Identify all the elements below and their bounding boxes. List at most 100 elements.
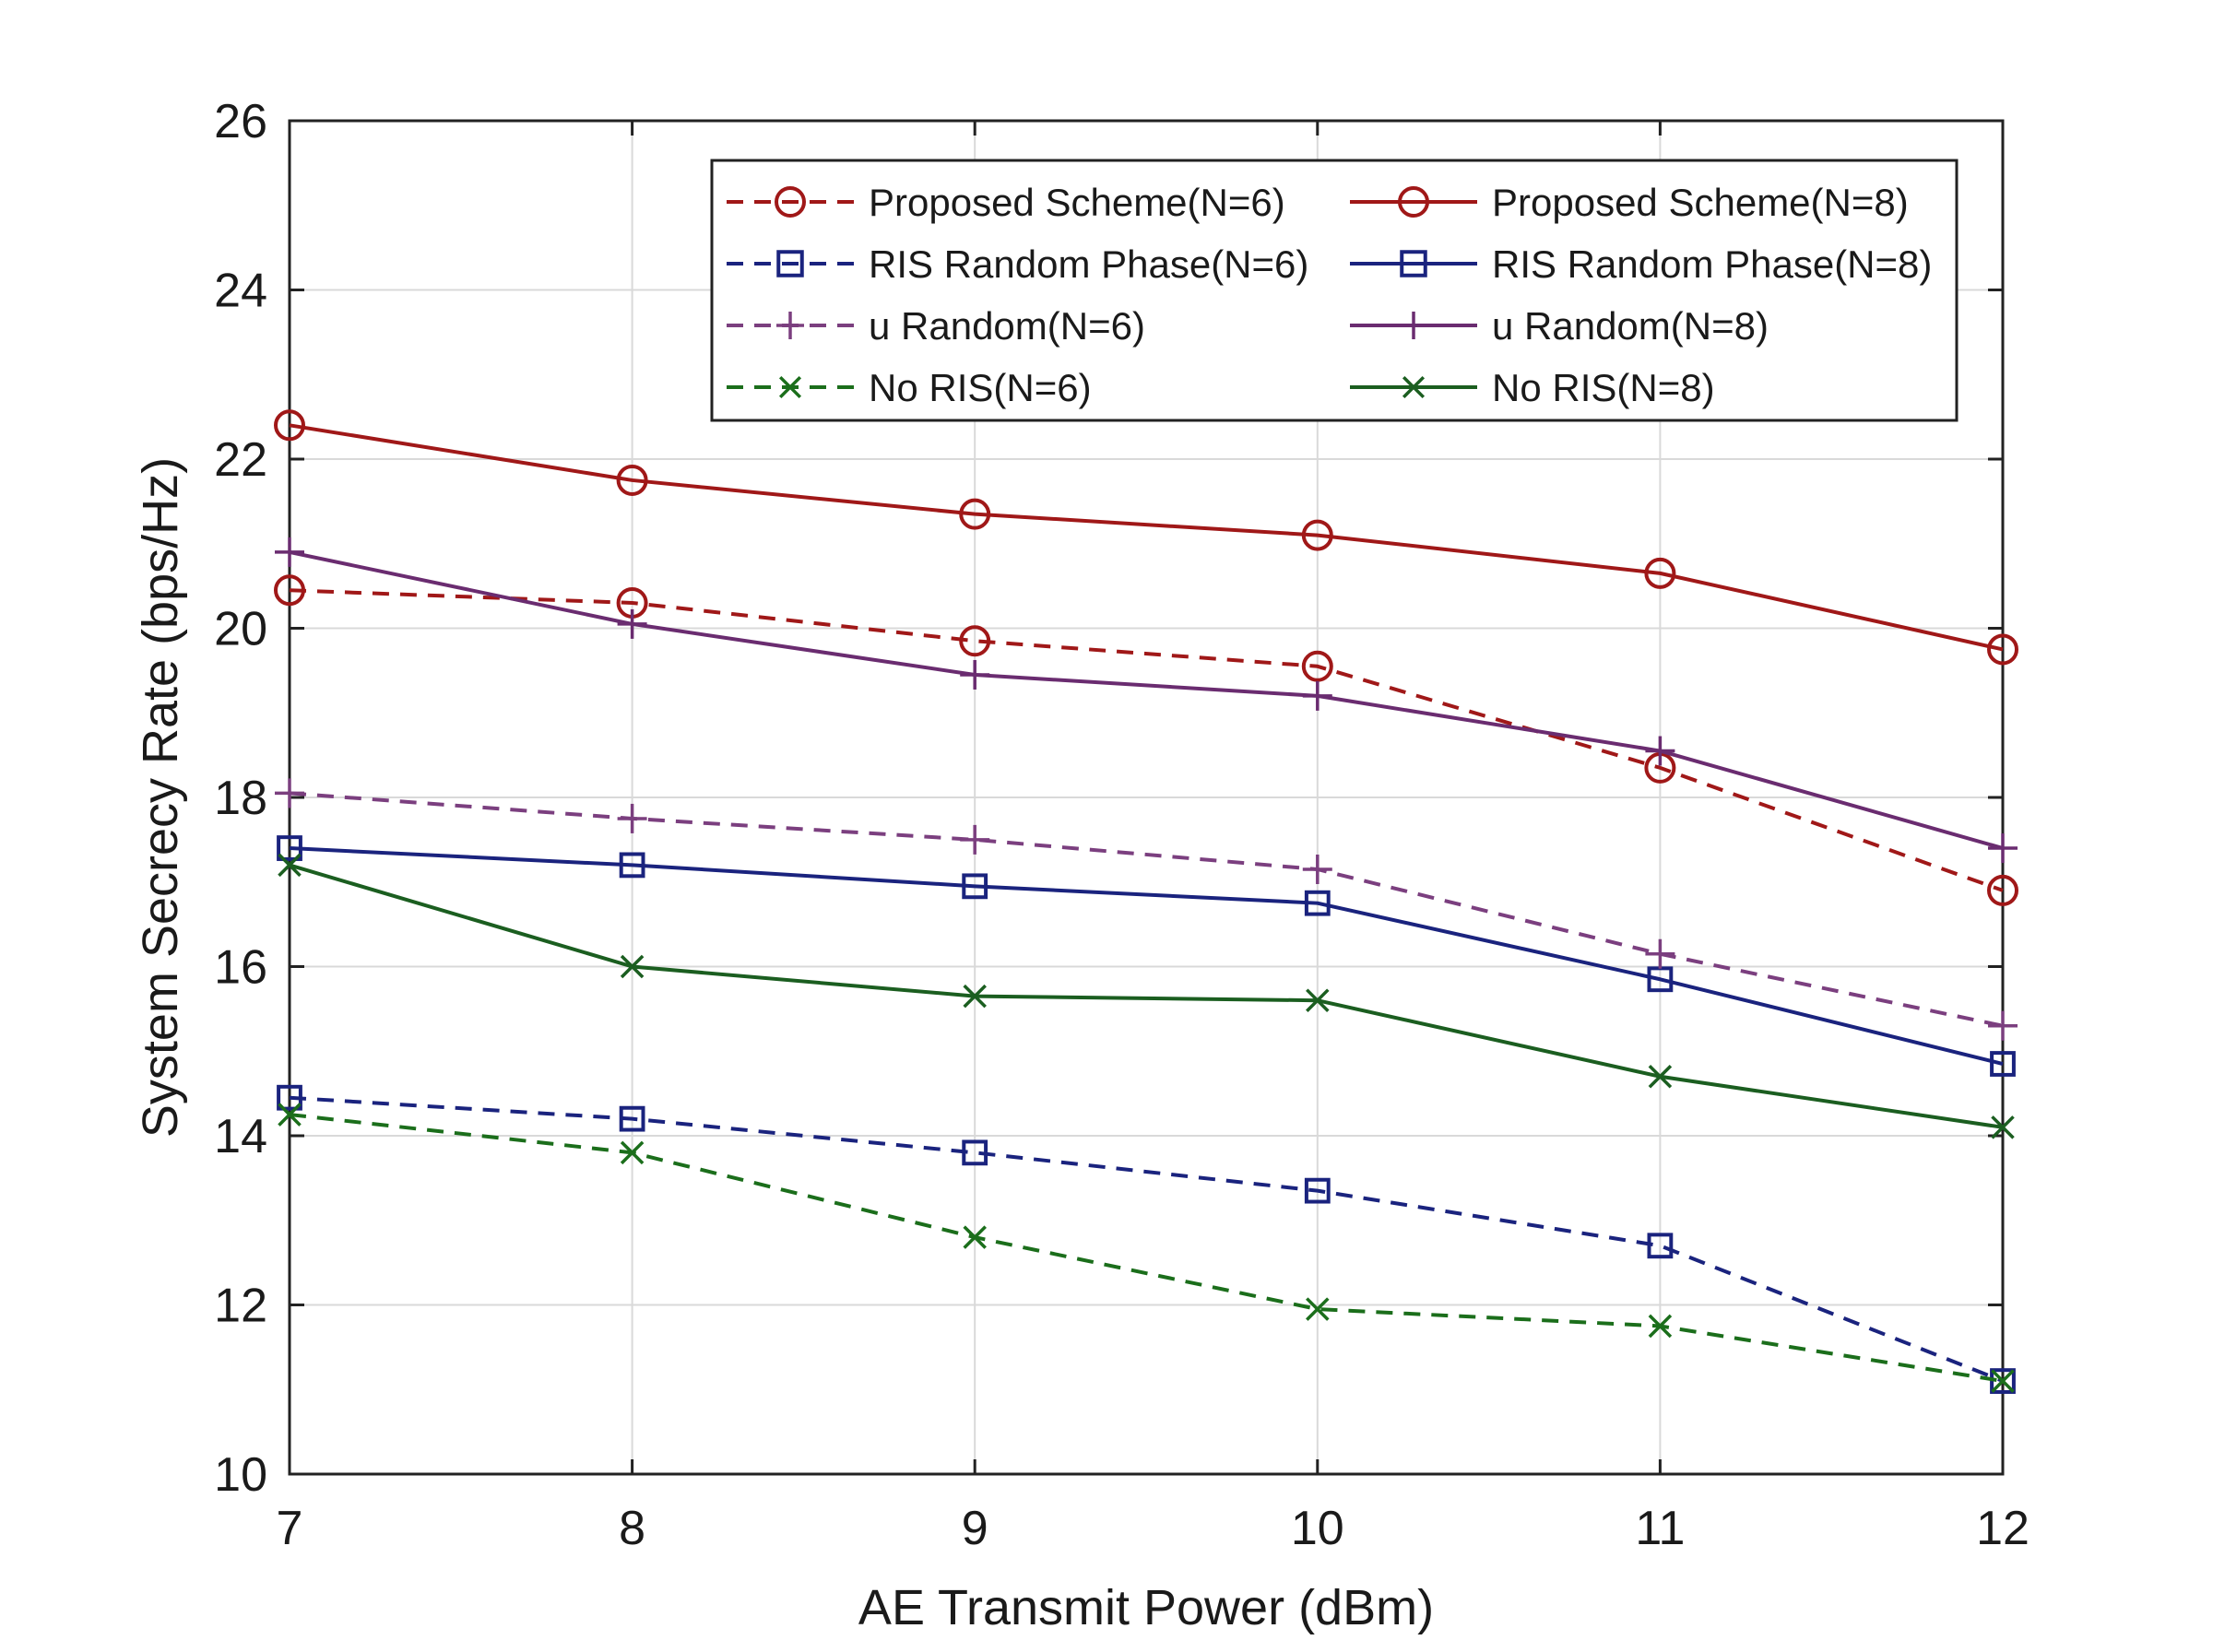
marker-circle [274,574,305,607]
legend-item: No RIS(N=8) [1350,366,1715,409]
marker-circle [1987,633,2018,666]
marker-square [1304,1177,1331,1204]
y-tick-label: 18 [214,772,267,825]
series-7 [278,853,2015,1139]
legend-item: Proposed Scheme(N=8) [1350,181,1909,224]
marker-x-b [1648,1065,1673,1089]
legend-label: Proposed Scheme(N=8) [1492,181,1909,224]
marker-x-b [1306,988,1330,1012]
marker-circle [959,498,991,530]
marker-x [963,1225,987,1249]
marker-square [962,1139,988,1166]
marker-x-b [278,853,302,878]
legend-label: No RIS(N=8) [1492,366,1715,409]
marker-square [1990,1051,2016,1077]
series-3 [277,835,2016,1077]
marker-x-b [620,1140,645,1165]
marker-x [778,375,802,399]
legend: Proposed Scheme(N=6) Proposed Scheme(N=8)… [710,159,1959,422]
series-layer [274,409,2018,1394]
legend-item: u Random(N=6) [727,304,1145,348]
marker-plus [960,824,990,855]
series-line [289,549,2004,850]
series-line [289,423,2004,652]
marker-x [278,853,302,878]
marker-circle [1301,650,1333,682]
marker-plus [275,537,304,567]
marker-square [619,852,645,879]
marker-x [1306,1297,1330,1321]
marker-plus [1302,854,1332,884]
marker-x [1306,988,1330,1012]
y-tick-label: 26 [214,95,267,148]
marker-square [1647,1233,1674,1259]
series-2 [277,1084,2016,1394]
marker-square [277,1084,302,1111]
marker-square [962,873,988,900]
y-tick-label: 16 [214,941,267,995]
series-6 [278,1103,2015,1393]
marker-square [776,250,804,277]
ticks: 7 8 9 10 11 12 10 12 14 16 18 20 22 24 26 [214,95,2030,1555]
marker-square [619,1105,645,1132]
marker-x-b [963,984,987,1009]
x-tick-label: 7 [277,1502,303,1555]
marker-plus [1645,938,1675,969]
marker-x-b [1648,1314,1673,1339]
marker-circle [1301,519,1333,551]
marker-x [620,954,645,979]
legend-label: No RIS(N=6) [869,366,1092,409]
marker-circle [775,186,806,218]
legend-item: Proposed Scheme(N=6) [727,181,1285,224]
marker-circle [274,409,305,442]
legend-label: u Random(N=8) [1492,304,1769,348]
marker-x [620,1140,645,1165]
series-line [289,791,2004,1028]
marker-square [1304,890,1331,916]
legend-item: RIS Random Phase(N=6) [727,242,1308,286]
series-line [289,1113,2004,1384]
legend-label: Proposed Scheme(N=6) [869,181,1285,224]
series-4 [275,778,2018,1041]
marker-circle [1398,186,1429,218]
y-tick-label: 20 [214,603,267,656]
marker-x-b [620,954,645,979]
y-tick-label: 14 [214,1110,267,1163]
series-line [289,863,2004,1129]
legend-item: No RIS(N=6) [727,366,1092,409]
marker-plus [617,608,647,639]
legend-label: u Random(N=6) [869,304,1145,348]
legend-label: RIS Random Phase(N=6) [869,242,1308,286]
marker-circle [1644,557,1676,589]
series-5 [275,537,2018,864]
marker-x [1402,375,1426,399]
marker-x-b [278,1103,302,1127]
marker-x [278,1103,302,1127]
legend-box [710,159,1959,422]
x-tick-label: 8 [619,1502,645,1555]
marker-x [1991,1369,2015,1393]
marker-x-b [1402,375,1426,399]
marker-x [1648,1314,1673,1339]
marker-plus [617,803,647,833]
x-tick-label: 10 [1291,1502,1344,1555]
marker-plus [1400,312,1427,339]
x-tick-label: 12 [1976,1502,2030,1555]
y-tick-label: 10 [214,1448,267,1502]
marker-square [1400,250,1427,277]
series-line [289,846,2004,1066]
marker-x [1991,1115,2015,1139]
marker-plus [275,778,304,808]
series-line [289,588,2004,892]
marker-plus [1988,833,2018,864]
marker-plus [1302,680,1332,711]
marker-x-b [1991,1115,2015,1139]
legend-item: RIS Random Phase(N=8) [1350,242,1932,286]
y-tick-label: 22 [214,433,267,487]
marker-circle [1987,874,2018,906]
x-tick-label: 9 [962,1502,988,1555]
y-tick-label: 24 [214,265,267,318]
marker-circle [959,625,991,657]
marker-circle [616,464,648,496]
series-1 [274,409,2018,666]
